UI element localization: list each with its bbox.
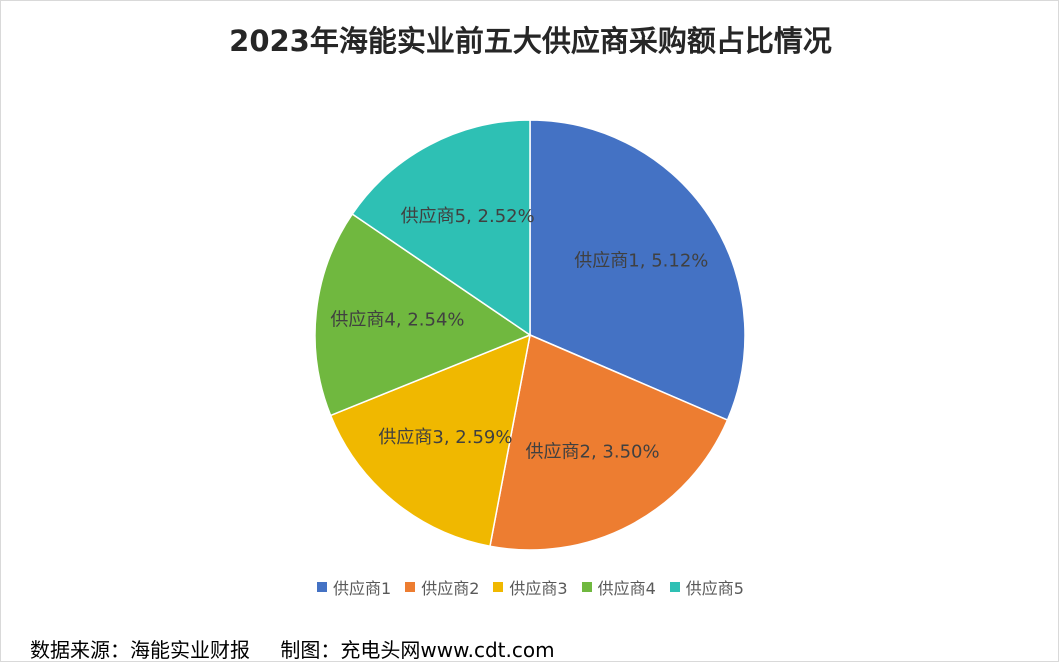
pie-data-label-2: 供应商2, 3.50% xyxy=(526,442,660,463)
legend-swatch-1 xyxy=(317,582,328,592)
legend-label-4: 供应商4 xyxy=(597,579,656,598)
footer-source: 数据来源：海能实业财报 xyxy=(30,638,250,662)
legend-item-1: 供应商1 xyxy=(317,575,391,599)
pie-slices xyxy=(314,119,746,551)
pie-slice-4 xyxy=(314,212,532,417)
legend-item-3: 供应商3 xyxy=(493,575,568,599)
legend-item-2: 供应商2 xyxy=(405,575,479,599)
legend-label-5: 供应商5 xyxy=(685,579,744,598)
legend-swatch-3 xyxy=(493,582,504,592)
footer-credit: 制图：充电头网www.cdt.com xyxy=(280,638,555,662)
chart-legend: 供应商1 供应商2 供应商3 供应商4 供应商5 xyxy=(0,575,1061,599)
legend-item-4: 供应商4 xyxy=(581,575,656,599)
pie-slice-3 xyxy=(329,333,531,548)
pie-data-labels: 供应商1, 5.12% 供应商2, 3.50% 供应商3, 2.59% 供应商4, 2… xyxy=(330,206,708,463)
pie-slice-5 xyxy=(351,119,531,337)
legend-item-5: 供应商5 xyxy=(669,575,744,599)
legend-swatch-4 xyxy=(581,582,592,592)
pie-data-label-1: 供应商1, 5.12% xyxy=(574,251,708,272)
legend-label-2: 供应商2 xyxy=(421,579,480,598)
chart-title: 2023年海能实业前五大供应商采购额占比情况 xyxy=(229,24,832,58)
pie-slice-1 xyxy=(529,119,746,421)
pie-data-label-4: 供应商4, 2.54% xyxy=(330,310,464,331)
pie-data-label-3: 供应商3, 2.59% xyxy=(378,427,512,448)
legend-swatch-5 xyxy=(669,582,680,592)
legend-swatch-2 xyxy=(405,582,416,592)
footer: 数据来源：海能实业财报 制图：充电头网www.cdt.com xyxy=(30,634,555,663)
pie-data-label-5: 供应商5, 2.52% xyxy=(401,206,535,227)
legend-label-3: 供应商3 xyxy=(509,579,568,598)
pie-slice-2 xyxy=(489,333,729,551)
legend-label-1: 供应商1 xyxy=(333,579,392,598)
